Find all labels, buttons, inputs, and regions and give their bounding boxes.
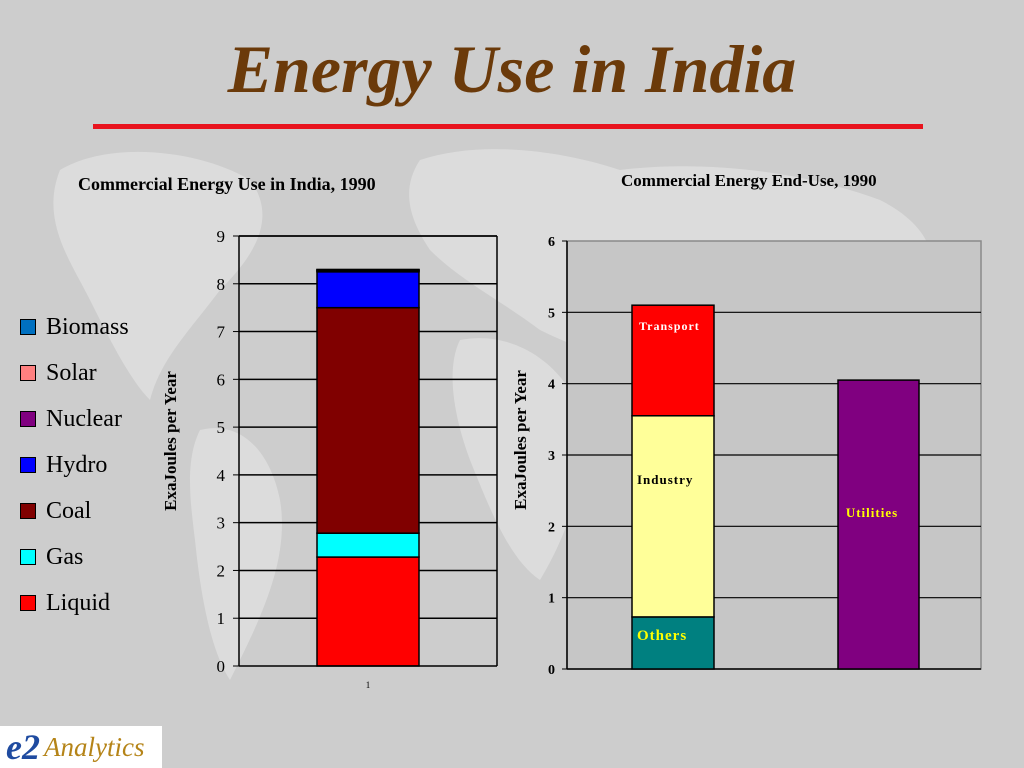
legend-label: Hydro: [46, 451, 108, 478]
bar-segment-transport: [631, 304, 715, 417]
right-y-tick-label: 1: [548, 592, 555, 607]
right-y-axis-label: ExaJoules per Year: [511, 370, 530, 510]
legend-swatch: [20, 365, 36, 381]
bar-segment-utilities: [837, 379, 920, 670]
legend-label: Coal: [46, 497, 92, 524]
right-chart-title: Commercial Energy End-Use, 1990: [621, 171, 877, 190]
legend-swatch: [20, 457, 36, 473]
bar-segment-others: [631, 616, 715, 670]
segment-label-industry: Industry: [637, 472, 693, 487]
legend-swatch: [20, 595, 36, 611]
bar-segment-industry: [631, 415, 715, 618]
left-chart-title: Commercial Energy Use in India, 1990: [78, 174, 376, 194]
right-y-tick-label: 2: [548, 520, 555, 535]
left-y-tick-label: 0: [217, 657, 226, 676]
logo-e2-text: e2: [6, 727, 40, 767]
legend-swatch: [20, 549, 36, 565]
legend-swatch: [20, 503, 36, 519]
slide-title: Energy Use in India: [227, 31, 797, 107]
left-chart-legend: Biomass Solar Nuclear Hydro Coal Gas Liquid: [20, 304, 129, 626]
left-y-tick-label: 9: [217, 227, 226, 246]
left-x-tick-label: 1: [366, 680, 371, 690]
legend-label: Biomass: [46, 313, 129, 340]
legend-label: Solar: [46, 359, 97, 386]
left-y-tick-label: 8: [217, 275, 226, 294]
logo-analytics-text: Analytics: [43, 731, 145, 762]
left-y-tick-label: 3: [217, 514, 226, 533]
left-y-tick-label: 1: [217, 609, 226, 628]
bar-segment-hydro: [316, 271, 420, 309]
legend-item-biomass: Biomass: [20, 304, 129, 350]
title-underline: [93, 124, 923, 129]
left-y-tick-label: 5: [217, 418, 226, 437]
legend-item-coal: Coal: [20, 488, 129, 534]
legend-swatch: [20, 411, 36, 427]
right-y-tick-label: 4: [548, 378, 555, 393]
segment-label-utilities: Utilities: [846, 505, 898, 520]
bar-segment-gas: [316, 532, 420, 558]
legend-item-gas: Gas: [20, 534, 129, 580]
bar-segment-biomass: [316, 268, 420, 272]
segment-label-transport: Transport: [639, 319, 700, 333]
segment-label-others: Others: [637, 628, 687, 644]
e2-analytics-logo: e2 Analytics: [0, 726, 162, 768]
legend-label: Liquid: [46, 589, 110, 616]
legend-item-solar: Solar: [20, 350, 129, 396]
bar-segment-liquid: [316, 556, 420, 667]
left-y-tick-label: 7: [217, 323, 226, 342]
legend-label: Gas: [46, 543, 84, 570]
right-y-tick-label: 5: [548, 306, 555, 321]
legend-item-liquid: Liquid: [20, 580, 129, 626]
left-y-tick-label: 2: [217, 561, 226, 580]
left-y-axis-label: ExaJoules per Year: [161, 371, 180, 511]
legend-item-nuclear: Nuclear: [20, 396, 129, 442]
legend-label: Nuclear: [46, 405, 122, 432]
right-y-tick-label: 3: [548, 449, 555, 464]
legend-item-hydro: Hydro: [20, 442, 129, 488]
left-y-tick-label: 4: [217, 466, 226, 485]
right-y-tick-label: 6: [548, 235, 555, 250]
right-y-tick-label: 0: [548, 663, 555, 678]
left-y-tick-label: 6: [217, 370, 226, 389]
legend-swatch: [20, 319, 36, 335]
bar-segment-coal: [316, 306, 420, 534]
